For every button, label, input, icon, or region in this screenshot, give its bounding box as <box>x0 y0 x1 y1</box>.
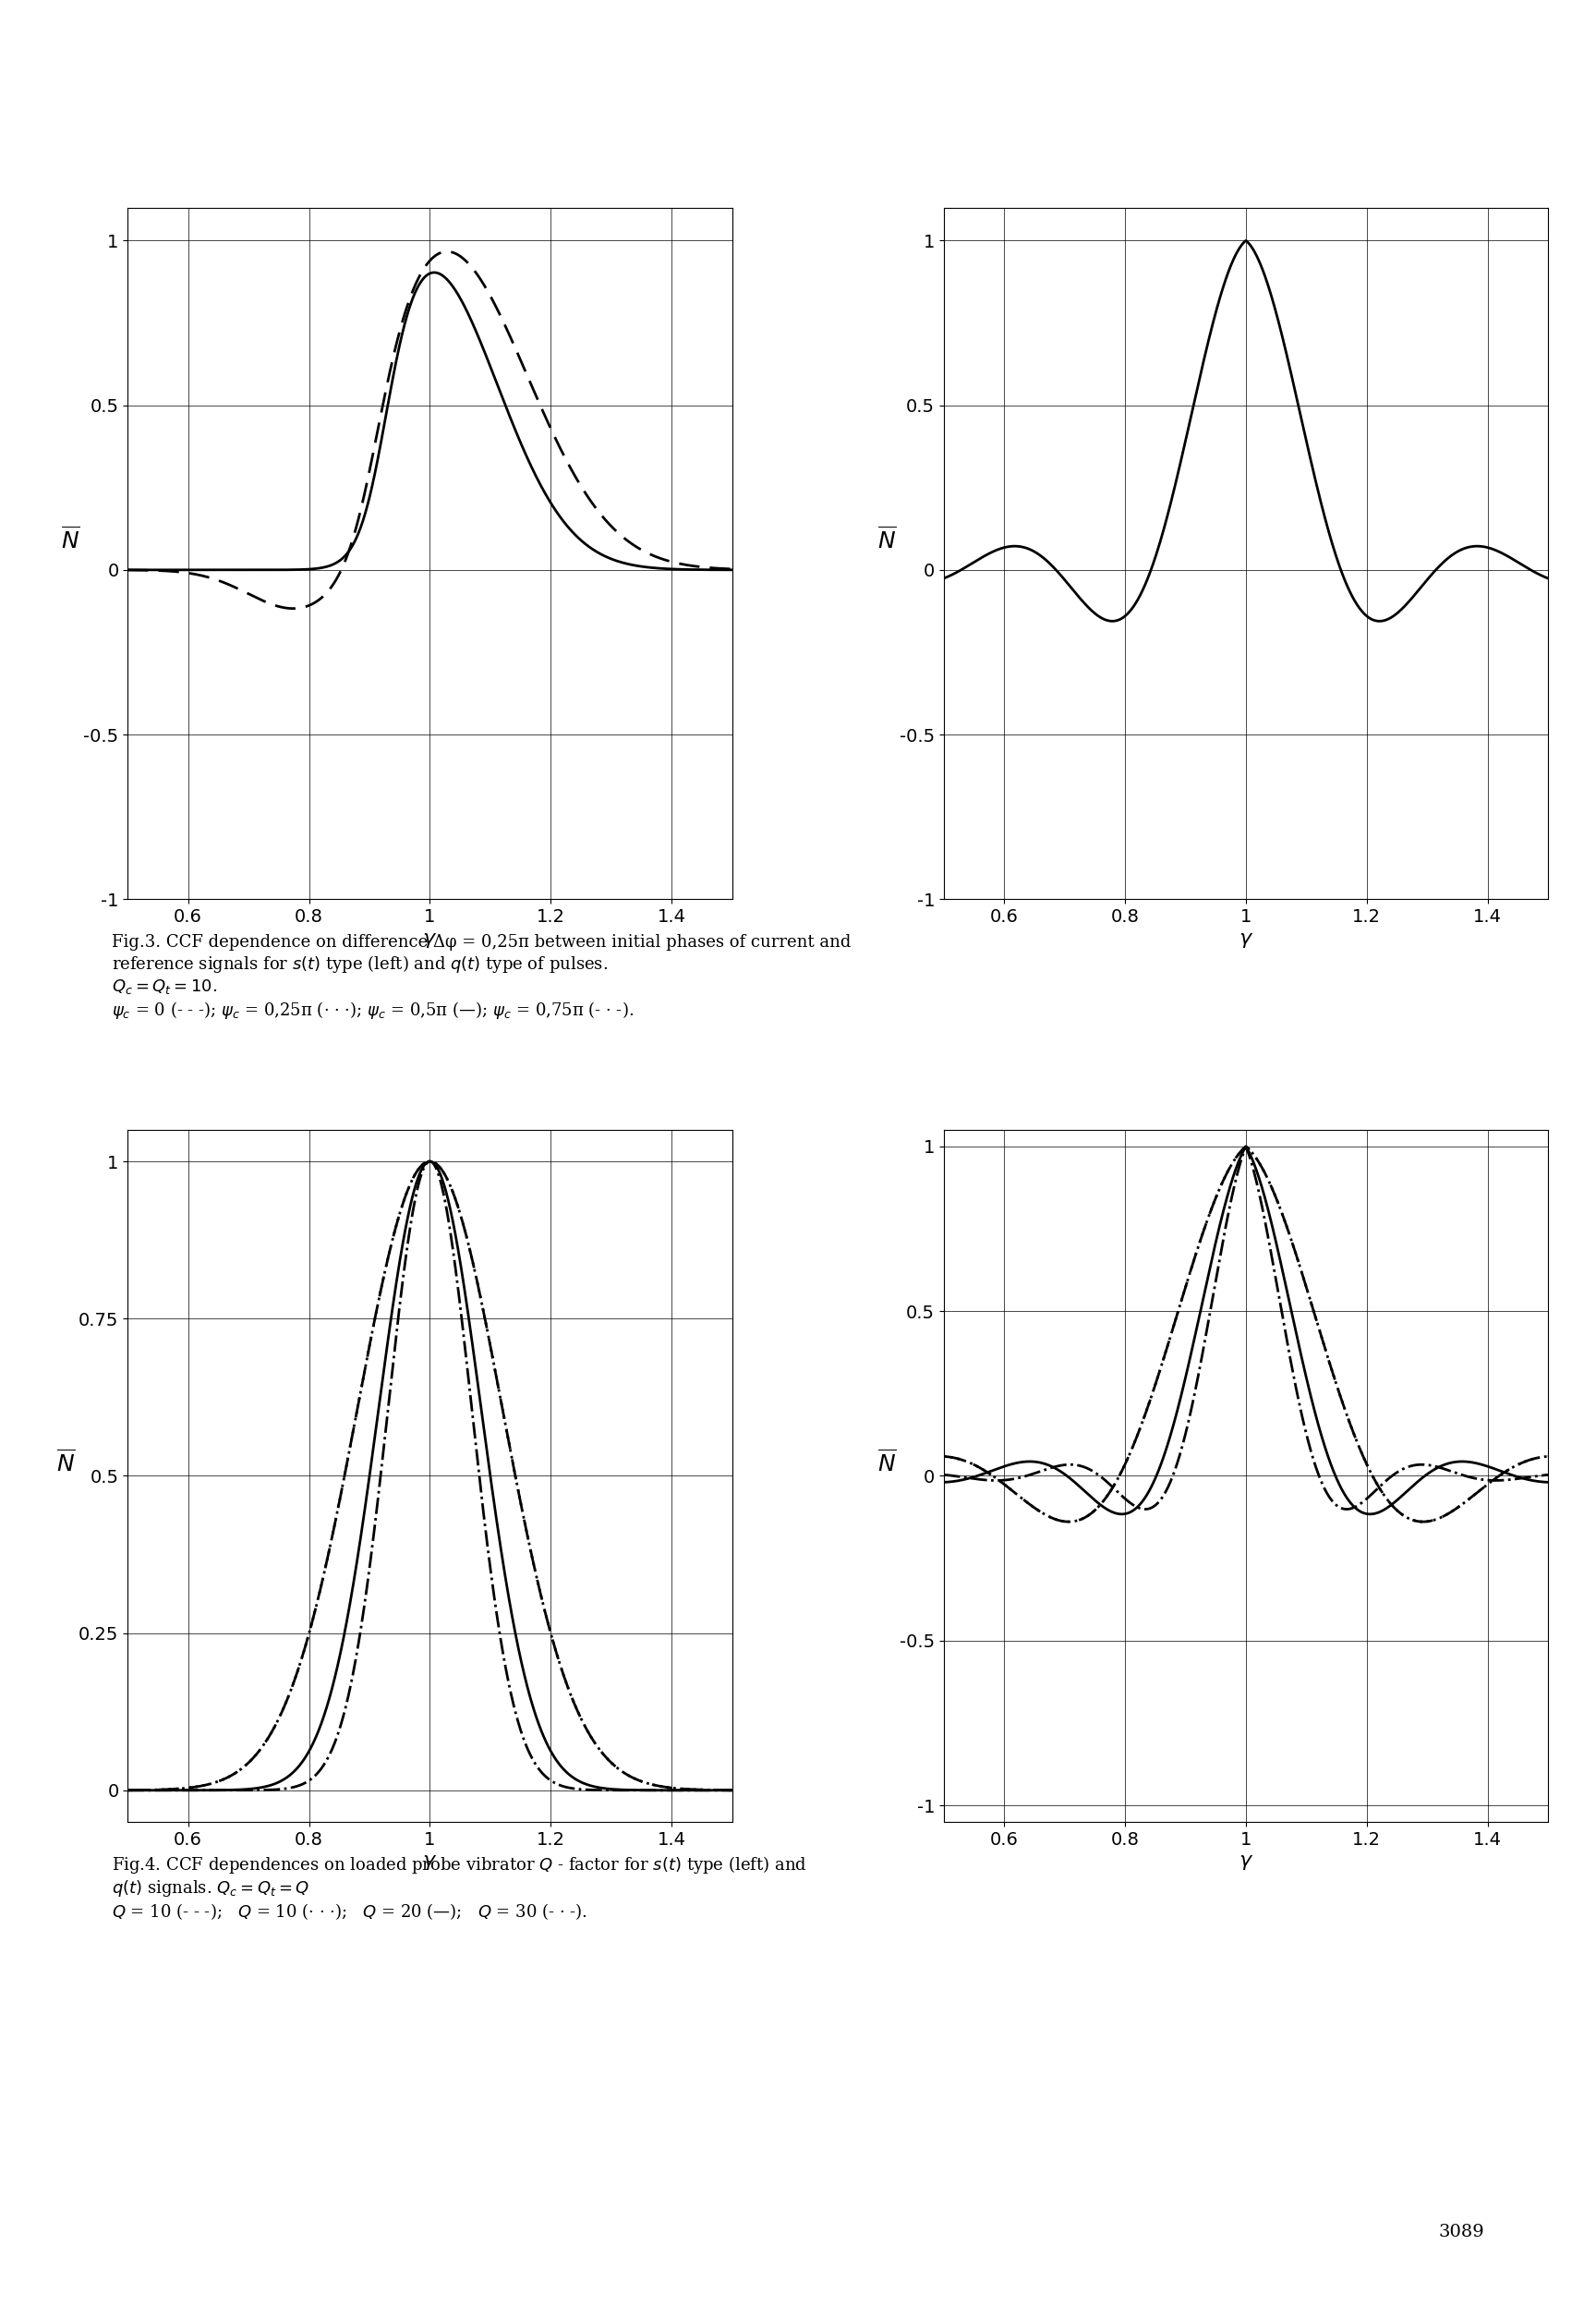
Text: Fig.3. CCF dependence on difference Δφ = 0,25π between initial phases of current: Fig.3. CCF dependence on difference Δφ =… <box>112 934 851 1022</box>
Text: 3089: 3089 <box>1438 2223 1484 2241</box>
Y-axis label: $\overline{N}$: $\overline{N}$ <box>878 1448 897 1476</box>
X-axis label: $\gamma$: $\gamma$ <box>1238 932 1253 950</box>
Y-axis label: $\overline{N}$: $\overline{N}$ <box>878 526 897 553</box>
X-axis label: $\gamma$: $\gamma$ <box>1238 1854 1253 1872</box>
Text: Fig.4. CCF dependences on loaded probe vibrator $Q$ - factor for $s(t)$ type (le: Fig.4. CCF dependences on loaded probe v… <box>112 1854 808 1921</box>
X-axis label: $\gamma$: $\gamma$ <box>423 1854 437 1872</box>
X-axis label: $\gamma$: $\gamma$ <box>423 932 437 950</box>
Y-axis label: $\overline{N}$: $\overline{N}$ <box>56 1448 75 1476</box>
Y-axis label: $\overline{N}$: $\overline{N}$ <box>61 526 80 553</box>
